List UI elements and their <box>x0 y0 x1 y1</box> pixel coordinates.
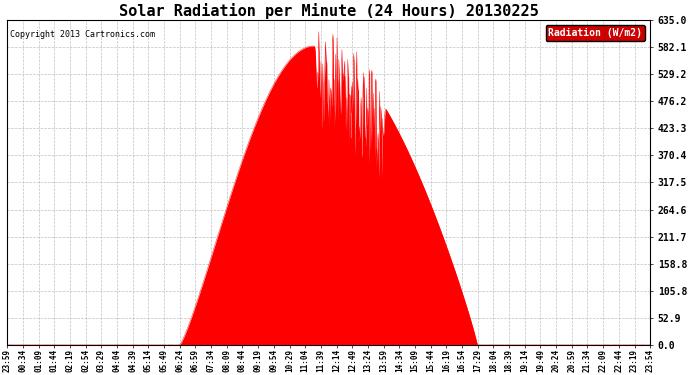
Title: Solar Radiation per Minute (24 Hours) 20130225: Solar Radiation per Minute (24 Hours) 20… <box>119 3 539 19</box>
Text: Copyright 2013 Cartronics.com: Copyright 2013 Cartronics.com <box>10 30 155 39</box>
Legend: Radiation (W/m2): Radiation (W/m2) <box>546 25 645 40</box>
